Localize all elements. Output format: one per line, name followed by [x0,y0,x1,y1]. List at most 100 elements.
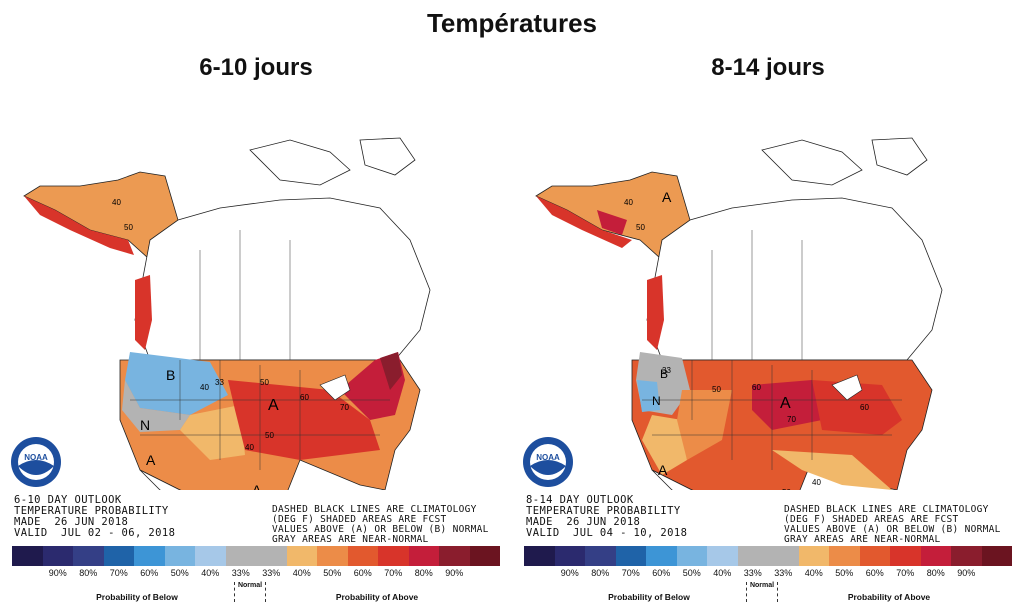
legend-note: DASHED BLACK LINES ARE CLIMATOLOGY (DEG … [272,504,489,545]
legend-swatch [524,546,555,566]
legend-percent-label: 33% [774,568,793,578]
contour-labels: 40 50 33 50 60 70 60 50 40 [624,198,869,490]
contour-label: 70 [340,403,349,412]
legend-percent-label: 33% [743,568,762,578]
contour-label: 60 [752,383,761,392]
legend-swatch [103,546,134,566]
legend-swatches [12,546,500,566]
legend-swatch [134,546,165,566]
legend-swatch [195,546,226,566]
page-title: Températures [426,8,598,38]
contour-label: 40 [812,478,821,487]
legend-swatch [42,546,73,566]
noaa-logo: NOAA [11,437,61,487]
above-label: A [658,462,668,478]
legend-percent-label: 70% [896,568,915,578]
arctic-islands [761,137,928,186]
legend-swatch [378,546,409,566]
legend-percent-label: 50% [170,568,189,578]
normal-label: N [652,394,661,408]
legend-percent-label: 50% [682,568,701,578]
state-borders [130,230,390,470]
legend-percent-label: 80% [591,568,610,578]
panel-title: 6-10 jours [199,54,313,81]
legend-swatch [707,546,738,566]
below-normal-region [125,352,228,415]
se-region [772,450,892,490]
legend-swatch [286,546,317,566]
legend-swatch [646,546,677,566]
contour-label: 50 [265,431,274,440]
contour-label: 40 [624,198,633,207]
legend-swatch [554,546,585,566]
canada-region [646,197,943,361]
legend-swatch [615,546,646,566]
legend-swatch [347,546,378,566]
above-caption: Probability of Above [847,592,931,602]
alaska-inner-region [597,210,627,235]
panel-8-14-day: 8-14 jours A A A B N 40 50 33 50 [512,50,1024,609]
legend-swatch [737,546,768,566]
legend-swatch [890,546,921,566]
legend-swatch [164,546,195,566]
legend-swatch [408,546,439,566]
legend-swatch [829,546,860,566]
legend-percent-label: 60% [865,568,884,578]
legend-swatch [12,546,43,566]
legend-swatch [73,546,104,566]
legend-percent-row: 90% 80% 70% 60% 50% 40% 33% 33% 40% 50% 60% 70% 80% 9… [524,568,1012,578]
normal-caption-text: Normal [237,582,263,589]
above-label: A [268,397,279,414]
noaa-logo: NOAA [523,437,573,487]
legend-percent-label: 90% [445,568,464,578]
normal-caption: Normal [234,582,266,602]
logo-text: NOAA [536,453,560,462]
contour-label: 33 [662,366,671,375]
legend-percent-label: 90% [560,568,579,578]
above-label: A [252,482,262,490]
contour-label: 70 [787,415,796,424]
below-caption: Probability of Below [608,592,690,602]
legend-percent-label: 60% [140,568,159,578]
contour-label: 40 [112,198,121,207]
legend-swatch [981,546,1012,566]
above-label: A [662,189,672,205]
below-normal-region [637,380,660,412]
color-legend: 90% 80% 70% 60% 50% 40% 33% 33% 40% 50% 60% 70% 80% 9… [12,546,500,602]
contour-label: 50 [124,223,133,232]
above-label: A [780,395,791,412]
great-lakes [831,374,863,401]
legend-swatch [469,546,500,566]
great-lakes [319,374,351,401]
legend-swatch [859,546,890,566]
legend-percent-label: 70% [109,568,128,578]
contour-label: 33 [215,378,224,387]
legend-swatch [676,546,707,566]
legend-swatch [798,546,829,566]
legend-percent-label: 33% [262,568,281,578]
bc-coast-region [647,275,664,350]
contour-label: 50 [712,385,721,394]
legend-swatch [768,546,799,566]
panel-6-10-day: 6-10 jours A A A [0,50,512,609]
legend-percent-label: 40% [804,568,823,578]
state-borders [642,230,902,470]
alaska-south-region [24,196,134,255]
near-normal-region [122,380,190,432]
above-80-region [380,352,402,390]
normal-caption-text: Normal [749,582,775,589]
legend-percent-label: 70% [384,568,403,578]
legend-percent-label: 80% [926,568,945,578]
legend-swatch [951,546,982,566]
above-caption: Probability of Above [335,592,419,602]
legend-swatch [920,546,951,566]
contour-label: 50 [636,223,645,232]
legend-swatch [439,546,470,566]
above-60-region [812,380,902,435]
outlook-info: 8-14 DAY OUTLOOK TEMPERATURE PROBABILITY… [526,494,688,539]
legend-swatch [317,546,348,566]
legend-percent-label: 40% [201,568,220,578]
legend-note: DASHED BLACK LINES ARE CLIMATOLOGY (DEG … [784,504,1001,545]
legend-percent-label: 90% [48,568,67,578]
legend-swatch [585,546,616,566]
